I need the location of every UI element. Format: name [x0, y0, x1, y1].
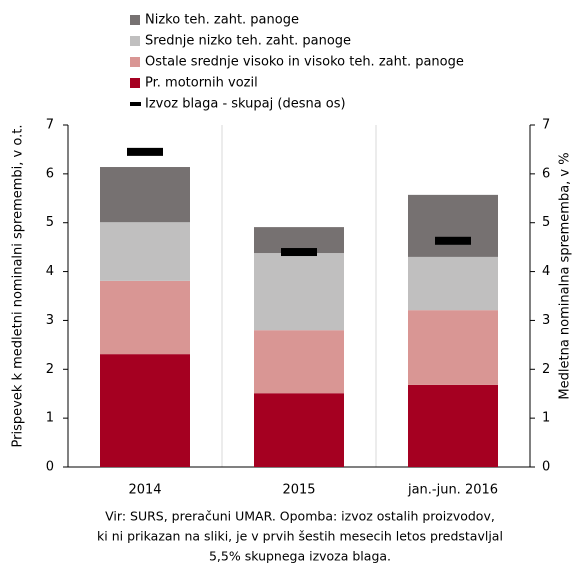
y-tick-label: 6: [46, 166, 54, 181]
bar-segment: [408, 310, 498, 385]
total-marker: [435, 236, 471, 245]
y2-tick-label: 4: [542, 264, 550, 279]
bar-segment: [408, 384, 498, 467]
y-tick-label: 4: [46, 264, 54, 279]
y-tick-label: 2: [46, 362, 54, 377]
legend-swatch: [130, 15, 140, 25]
x-tick-label: jan.-jun. 2016: [407, 483, 498, 498]
x-tick-label: 2014: [128, 483, 161, 498]
y-tick-label: 1: [46, 411, 54, 426]
legend-label: Pr. motornih vozil: [145, 76, 258, 91]
legend-swatch: [130, 102, 141, 106]
legend-swatch: [130, 36, 140, 46]
legend-label: Srednje nizko teh. zaht. panoge: [145, 34, 351, 49]
y-tick-label: 3: [46, 313, 54, 328]
y2-tick-label: 7: [542, 118, 550, 133]
y2-tick-label: 6: [542, 166, 550, 181]
note: Vir: SURS, preračuni UMAR. Opomba: izvoz…: [105, 509, 495, 524]
y2-tick-label: 5: [542, 215, 550, 230]
legend-label: Ostale srednje visoko in visoko teh. zah…: [145, 55, 464, 70]
y-axis-title: Prispevek k medletni nominalni spremembi…: [11, 125, 26, 448]
bar-segment: [254, 330, 344, 394]
y2-tick-label: 1: [542, 411, 550, 426]
legend-swatch: [130, 57, 140, 67]
bar-segment: [100, 167, 190, 223]
bar-segment: [254, 393, 344, 467]
y2-axis-title: Medletna nominalna sprememba, v %: [558, 152, 573, 399]
bar-segment: [100, 354, 190, 467]
bar-segment: [408, 256, 498, 311]
bar-segment: [408, 194, 498, 257]
bar-segment: [254, 253, 344, 331]
note: 5,5% skupnega izvoza blaga.: [209, 549, 391, 564]
note: ki ni prikazan na sliki, je v prvih šest…: [97, 529, 503, 544]
bar-segment: [100, 280, 190, 355]
y2-tick-label: 2: [542, 362, 550, 377]
bar-segment: [100, 222, 190, 281]
y2-tick-label: 3: [542, 313, 550, 328]
x-tick-label: 2015: [282, 483, 315, 498]
y-tick-label: 7: [46, 118, 54, 133]
total-marker: [127, 147, 163, 156]
legend-label: Nizko teh. zaht. panoge: [145, 13, 299, 28]
legend-label: Izvoz blaga - skupaj (desna os): [145, 97, 346, 112]
total-marker: [281, 248, 317, 257]
y2-tick-label: 0: [542, 460, 550, 475]
legend-swatch: [130, 78, 140, 88]
y-tick-label: 0: [46, 460, 54, 475]
y-tick-label: 5: [46, 215, 54, 230]
